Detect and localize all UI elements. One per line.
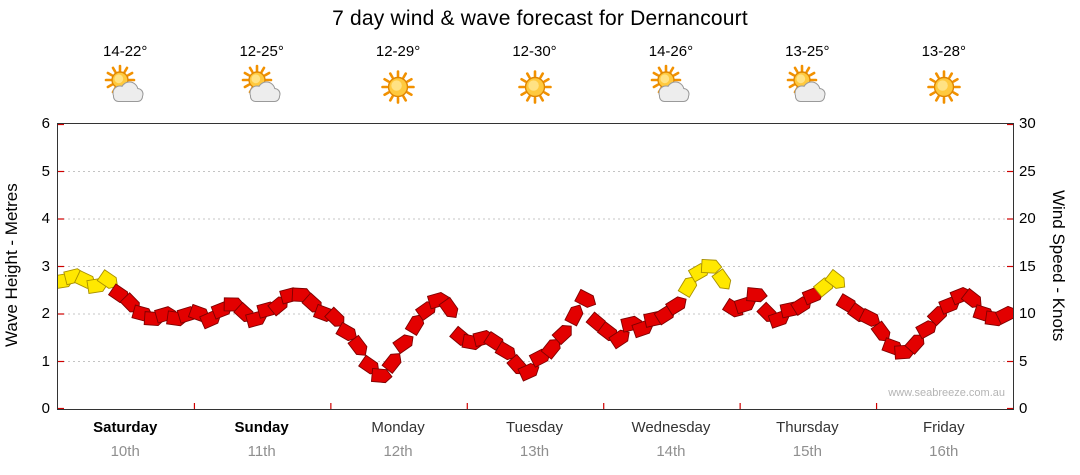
right-tick-label: 20 bbox=[1019, 210, 1036, 227]
sun-icon bbox=[517, 70, 552, 104]
sun-cloud-icon bbox=[241, 64, 281, 102]
sun-shape bbox=[381, 70, 415, 104]
weather-icon-slot bbox=[648, 64, 694, 110]
temp-range: 12-29° bbox=[375, 43, 421, 60]
weather-icon-slot bbox=[375, 64, 421, 110]
wind-barb-series bbox=[58, 258, 1013, 384]
temp-range: 13-28° bbox=[921, 43, 966, 60]
wind-barb-chart bbox=[58, 124, 1013, 409]
day-name: Sunday bbox=[234, 419, 289, 436]
day-name: Saturday bbox=[93, 419, 158, 436]
day-date: 12th bbox=[383, 443, 413, 460]
day-name: Friday bbox=[922, 419, 965, 436]
weather-icon-slot bbox=[102, 64, 148, 110]
plot-area: www.seabreeze.com.au bbox=[57, 123, 1014, 410]
left-tick-label: 2 bbox=[41, 305, 50, 322]
sun-cloud-icon bbox=[104, 64, 144, 102]
day-name: Tuesday bbox=[506, 419, 563, 436]
left-tick-label: 1 bbox=[41, 352, 50, 370]
left-tick-label: 4 bbox=[41, 210, 50, 227]
day-name: Monday bbox=[371, 419, 425, 436]
watermark: www.seabreeze.com.au bbox=[888, 387, 1005, 399]
right-tick-label: 0 bbox=[1019, 400, 1028, 417]
sun-cloud-icon bbox=[650, 64, 690, 102]
sun-shape bbox=[517, 70, 552, 104]
sun-cloud-icon bbox=[787, 64, 826, 102]
right-tick-label: 30 bbox=[1019, 115, 1036, 132]
weather-icon-slot bbox=[921, 64, 967, 110]
weather-icon-slot bbox=[239, 64, 285, 110]
left-tick-label: 5 bbox=[41, 162, 50, 180]
right-tick-label: 10 bbox=[1019, 305, 1036, 322]
temp-range: 13-25° bbox=[785, 43, 830, 60]
temp-range: 14-22° bbox=[103, 43, 148, 60]
day-date: 10th bbox=[110, 443, 140, 460]
left-tick-label: 0 bbox=[41, 400, 50, 417]
left-tick-label: 6 bbox=[41, 115, 50, 132]
day-name: Wednesday bbox=[631, 419, 711, 436]
day-date: 15th bbox=[792, 443, 822, 460]
sun-shape bbox=[926, 70, 961, 104]
sun-icon bbox=[381, 70, 415, 104]
chart-title: 7 day wind & wave forecast for Dernancou… bbox=[332, 7, 748, 30]
weather-icon-slot bbox=[512, 64, 558, 110]
day-date: 11th bbox=[247, 443, 276, 460]
day-name: Thursday bbox=[776, 419, 839, 436]
day-date: 16th bbox=[929, 443, 959, 460]
gridlines bbox=[58, 171, 1013, 362]
left-tick-label: 3 bbox=[41, 257, 50, 275]
left-axis-label: Wave Height - Metres bbox=[2, 183, 21, 348]
right-tick-label: 15 bbox=[1019, 257, 1036, 275]
right-tick-label: 25 bbox=[1019, 162, 1036, 180]
temp-range: 14-26° bbox=[648, 43, 694, 60]
right-axis-label: Wind Speed - Knots bbox=[1049, 189, 1068, 342]
temp-range: 12-25° bbox=[239, 43, 284, 60]
right-tick-label: 5 bbox=[1019, 352, 1028, 370]
day-date: 14th bbox=[656, 443, 686, 460]
weather-icon-slot bbox=[784, 64, 830, 110]
sun-icon bbox=[926, 70, 961, 104]
temp-range: 12-30° bbox=[512, 43, 557, 60]
day-date: 13th bbox=[519, 443, 550, 460]
